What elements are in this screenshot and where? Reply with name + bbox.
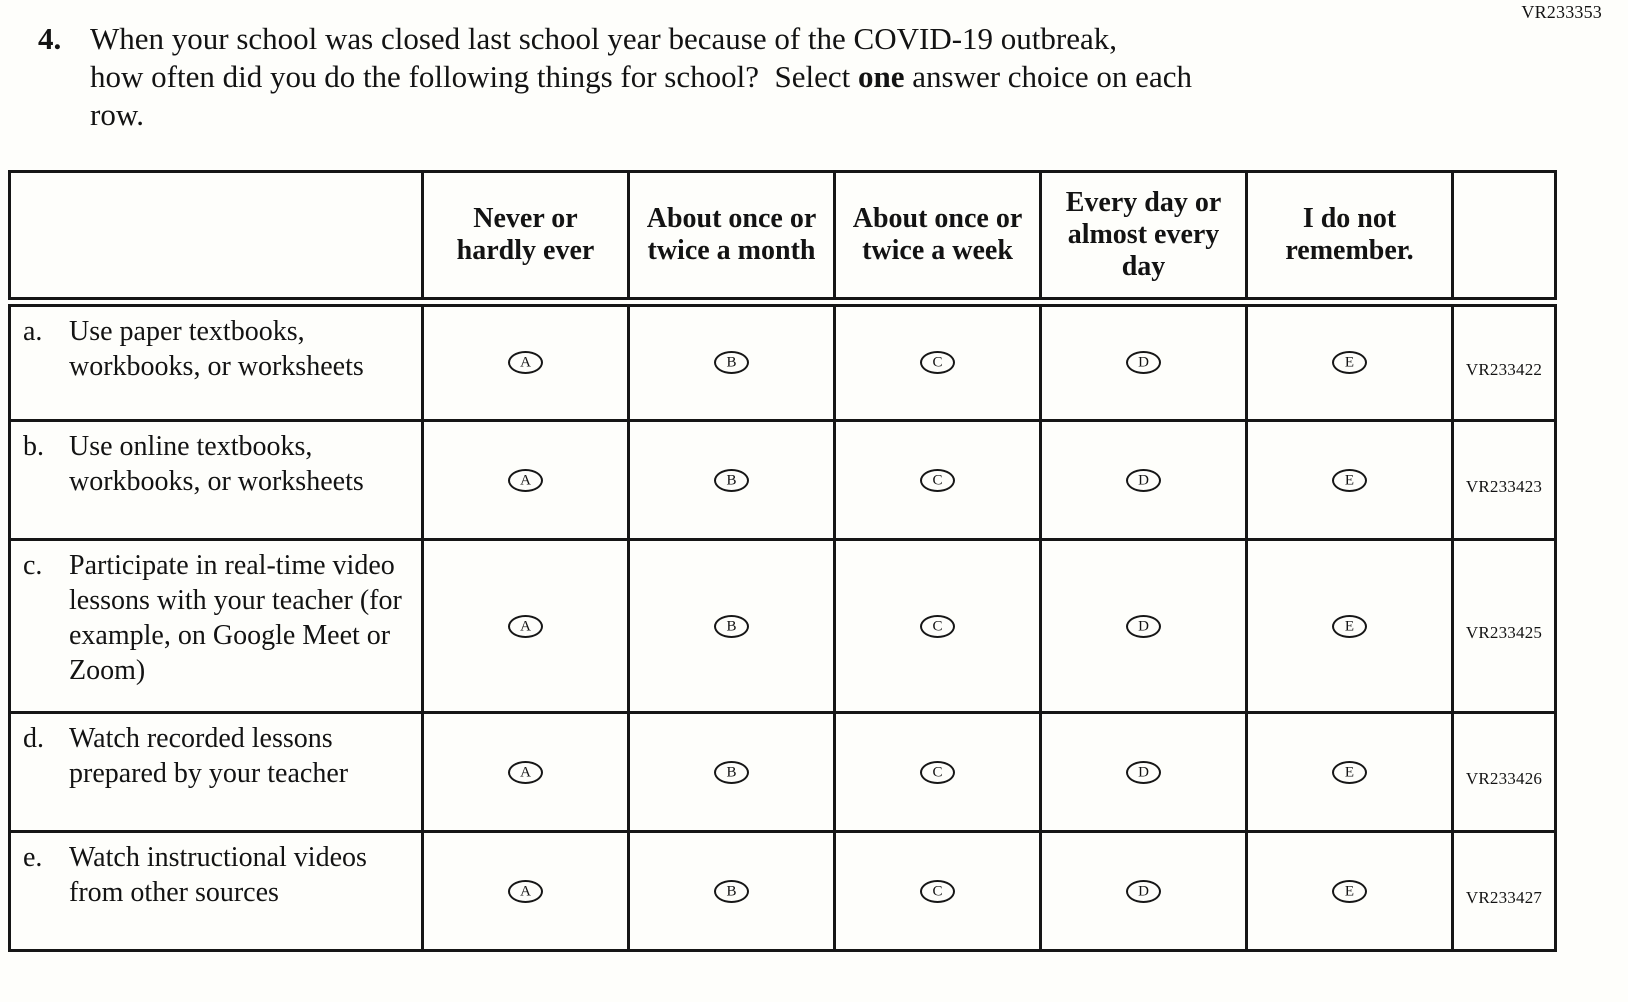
choice-cell: B xyxy=(627,711,836,833)
question-text: When your school was closed last school … xyxy=(90,20,1192,134)
choice-cell: D xyxy=(1039,830,1248,952)
choice-bubble-b[interactable]: B xyxy=(714,760,749,784)
choice-cell: B xyxy=(627,830,836,952)
choice-cell: D xyxy=(1039,300,1248,422)
question-block: 4. When your school was closed last scho… xyxy=(0,0,1628,134)
choice-cell: A xyxy=(421,419,630,541)
choice-bubble-a[interactable]: A xyxy=(508,760,543,784)
row-code: VR233427 xyxy=(1451,830,1557,952)
table-row-e: e. Watch instructional videos from other… xyxy=(8,830,1557,952)
row-code: VR233426 xyxy=(1451,711,1557,833)
header-never: Never or hardly ever xyxy=(421,170,630,307)
table-row-a: a. Use paper textbooks, workbooks, or wo… xyxy=(8,300,1557,422)
row-stem: e. Watch instructional videos from other… xyxy=(8,830,424,952)
choice-bubble-c[interactable]: C xyxy=(920,879,955,903)
choice-bubble-a[interactable]: A xyxy=(508,879,543,903)
header-stem-blank xyxy=(8,170,424,307)
row-code: VR233422 xyxy=(1451,300,1557,422)
choice-cell: C xyxy=(833,300,1042,422)
choice-cell: C xyxy=(833,419,1042,541)
choice-bubble-e[interactable]: E xyxy=(1332,351,1367,375)
choice-bubble-a[interactable]: A xyxy=(508,614,543,638)
choice-bubble-b[interactable]: B xyxy=(714,468,749,492)
question-line-2-post: answer choice on each xyxy=(904,59,1192,94)
row-code: VR233423 xyxy=(1451,419,1557,541)
row-letter: b. xyxy=(23,431,44,462)
question-emphasis: one xyxy=(858,59,905,94)
header-once-twice-month: About once or twice a month xyxy=(627,170,836,307)
choice-bubble-c[interactable]: C xyxy=(920,468,955,492)
choice-cell: E xyxy=(1245,711,1454,833)
question-line-2-pre: how often did you do the following thing… xyxy=(90,59,858,94)
choice-bubble-b[interactable]: B xyxy=(714,879,749,903)
choice-cell: B xyxy=(627,419,836,541)
choice-cell: D xyxy=(1039,538,1248,714)
table-row-d: d. Watch recorded lessons prepared by yo… xyxy=(8,711,1557,833)
choice-bubble-d[interactable]: D xyxy=(1126,760,1161,784)
choice-cell: E xyxy=(1245,419,1454,541)
form-code: VR233353 xyxy=(1521,2,1602,22)
row-letter: a. xyxy=(23,315,43,347)
choice-bubble-d[interactable]: D xyxy=(1126,614,1161,638)
question-number: 4. xyxy=(38,21,62,56)
row-stem: d. Watch recorded lessons prepared by yo… xyxy=(8,711,424,833)
choice-bubble-b[interactable]: B xyxy=(714,351,749,375)
choice-cell: D xyxy=(1039,419,1248,541)
choice-cell: A xyxy=(421,300,630,422)
row-letter: e. xyxy=(23,842,43,873)
table-row-b: b. Use online textbooks, workbooks, or w… xyxy=(8,419,1557,541)
choice-cell: E xyxy=(1245,538,1454,714)
choice-bubble-e[interactable]: E xyxy=(1332,760,1367,784)
choice-bubble-d[interactable]: D xyxy=(1126,351,1161,375)
header-every-day: Every day or almost every day xyxy=(1039,170,1248,307)
choice-cell: A xyxy=(421,711,630,833)
choice-bubble-e[interactable]: E xyxy=(1332,614,1367,638)
row-label: Watch instructional videos from other so… xyxy=(69,842,367,908)
question-line-1: When your school was closed last school … xyxy=(90,21,1117,56)
choice-cell: B xyxy=(627,538,836,714)
row-label: Participate in real-time video lessons w… xyxy=(69,550,402,686)
row-label: Use online textbooks, workbooks, or work… xyxy=(69,431,364,497)
question-line-2: how often did you do the following thing… xyxy=(90,58,1192,96)
choice-bubble-d[interactable]: D xyxy=(1126,879,1161,903)
choice-cell: D xyxy=(1039,711,1248,833)
choice-cell: E xyxy=(1245,300,1454,422)
choice-bubble-d[interactable]: D xyxy=(1126,468,1161,492)
row-letter: d. xyxy=(23,723,44,754)
choice-cell: C xyxy=(833,538,1042,714)
choice-bubble-c[interactable]: C xyxy=(920,614,955,638)
choice-cell: C xyxy=(833,830,1042,952)
choice-cell: C xyxy=(833,711,1042,833)
choice-bubble-b[interactable]: B xyxy=(714,614,749,638)
choice-bubble-c[interactable]: C xyxy=(920,760,955,784)
choice-bubble-c[interactable]: C xyxy=(920,351,955,375)
choice-cell: B xyxy=(627,300,836,422)
table-row-c: c. Participate in real-time video lesson… xyxy=(8,538,1557,714)
response-grid: Never or hardly ever About once or twice… xyxy=(8,170,1557,952)
choice-bubble-e[interactable]: E xyxy=(1332,468,1367,492)
row-label: Watch recorded lessons prepared by your … xyxy=(69,723,349,789)
header-code-blank xyxy=(1451,170,1557,307)
choice-bubble-a[interactable]: A xyxy=(508,351,543,375)
header-row: Never or hardly ever About once or twice… xyxy=(8,170,1557,307)
choice-cell: A xyxy=(421,538,630,714)
question-line-3: row. xyxy=(90,97,144,132)
row-letter: c. xyxy=(23,550,43,581)
row-stem: b. Use online textbooks, workbooks, or w… xyxy=(8,419,424,541)
choice-bubble-a[interactable]: A xyxy=(508,468,543,492)
choice-cell: A xyxy=(421,830,630,952)
header-once-twice-week: About once or twice a week xyxy=(833,170,1042,307)
choice-bubble-e[interactable]: E xyxy=(1332,879,1367,903)
choice-cell: E xyxy=(1245,830,1454,952)
row-stem: c. Participate in real-time video lesson… xyxy=(8,538,424,714)
header-do-not-remember: I do not remember. xyxy=(1245,170,1454,307)
row-code: VR233425 xyxy=(1451,538,1557,714)
row-label: Use paper textbooks, workbooks, or works… xyxy=(69,315,364,382)
row-stem: a. Use paper textbooks, workbooks, or wo… xyxy=(8,300,424,422)
